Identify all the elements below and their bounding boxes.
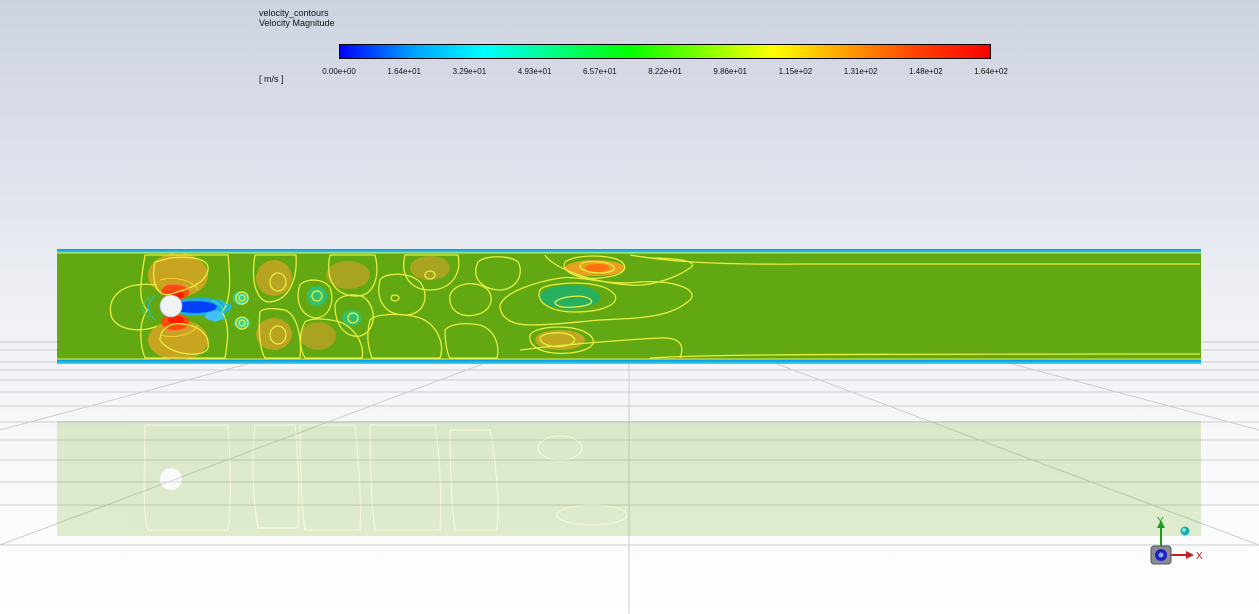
floor-reflection xyxy=(57,421,1201,536)
colorbar xyxy=(339,44,991,59)
legend-title: velocity_contours xyxy=(259,8,329,18)
top-wall xyxy=(57,249,1201,253)
colorbar-tick-label: 3.29e+01 xyxy=(452,67,487,76)
colorbar-tick-label: 1.48e+02 xyxy=(909,67,943,76)
flow-domain xyxy=(57,249,1201,364)
colorbar-tick-label: 9.86e+01 xyxy=(713,67,747,76)
colorbar-tick-label: 1.31e+02 xyxy=(843,67,878,76)
colorbar-tick-label: 1.15e+02 xyxy=(778,67,813,76)
colorbar-tick-label: 1.64e+01 xyxy=(387,67,421,76)
axis-y-label: Y xyxy=(1157,516,1164,527)
colorbar-tick-label: 6.57e+01 xyxy=(583,67,617,76)
bottom-wall xyxy=(57,360,1201,364)
legend-unit: [ m/s ] xyxy=(259,74,284,84)
colorbar-tick-label: 4.93e+01 xyxy=(517,67,552,76)
wake-contours xyxy=(142,277,230,338)
contour-lines xyxy=(109,254,1201,359)
colorbar-tick-label: 8.22e+01 xyxy=(648,67,682,76)
cylinder xyxy=(159,294,183,318)
axis-triad: Y X xyxy=(1150,516,1203,565)
colorbar-tick-label: 1.64e+02 xyxy=(974,67,1008,76)
legend-variable: Velocity Magnitude xyxy=(259,18,335,28)
colorbar-tick-label: 0.00e+00 xyxy=(322,67,356,76)
axis-x-label: X xyxy=(1196,551,1203,562)
